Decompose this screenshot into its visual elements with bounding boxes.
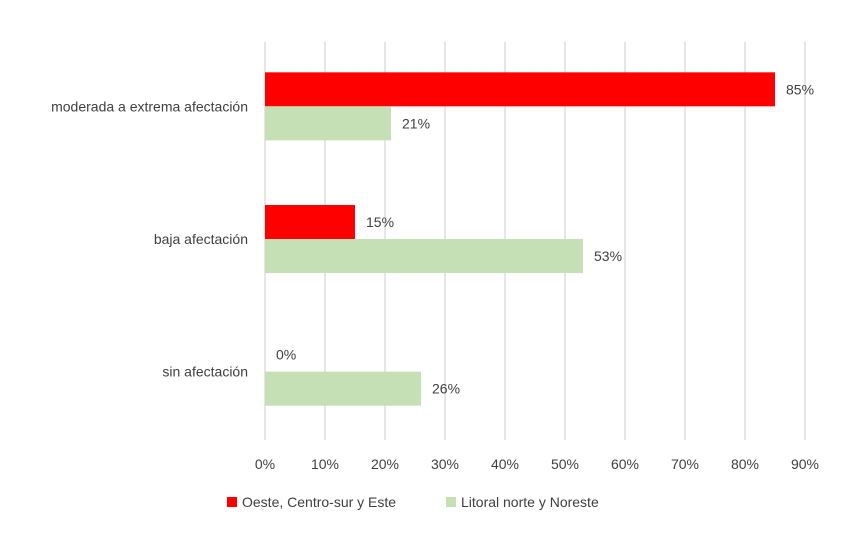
category-label: baja afectación	[154, 231, 248, 247]
data-label: 85%	[786, 81, 814, 97]
data-label: 0%	[276, 347, 296, 363]
x-tick-label: 20%	[371, 456, 399, 472]
x-tick-label: 40%	[491, 456, 519, 472]
bar	[265, 106, 391, 141]
x-tick-label: 70%	[671, 456, 699, 472]
bar	[265, 72, 775, 107]
bars: 85% 21% 15% 53% 0% 26%	[265, 72, 814, 406]
category-label: sin afectación	[162, 364, 248, 380]
data-label: 26%	[432, 381, 460, 397]
legend-swatch	[227, 497, 237, 507]
x-tick-label: 30%	[431, 456, 459, 472]
x-tick-label: 0%	[255, 456, 275, 472]
x-tick-label: 90%	[791, 456, 819, 472]
x-tick-label: 60%	[611, 456, 639, 472]
x-axis-tick-labels: 0% 10% 20% 30% 40% 50% 60% 70% 80% 90%	[255, 456, 819, 472]
data-label: 15%	[366, 214, 394, 230]
bar	[265, 371, 421, 406]
legend-label: Oeste, Centro-sur y Este	[242, 494, 396, 510]
x-tick-label: 50%	[551, 456, 579, 472]
legend-swatch	[446, 497, 456, 507]
x-tick-label: 10%	[311, 456, 339, 472]
data-label: 53%	[594, 248, 622, 264]
category-labels: moderada a extrema afectación baja afecta…	[51, 98, 248, 379]
legend-label: Litoral norte y Noreste	[461, 494, 599, 510]
data-label: 21%	[402, 115, 430, 131]
bar	[265, 205, 355, 239]
bar	[265, 239, 583, 273]
category-label: moderada a extrema afectación	[51, 98, 248, 114]
x-tick-label: 80%	[731, 456, 759, 472]
legend: Oeste, Centro-sur y Este Litoral norte y …	[227, 494, 599, 510]
